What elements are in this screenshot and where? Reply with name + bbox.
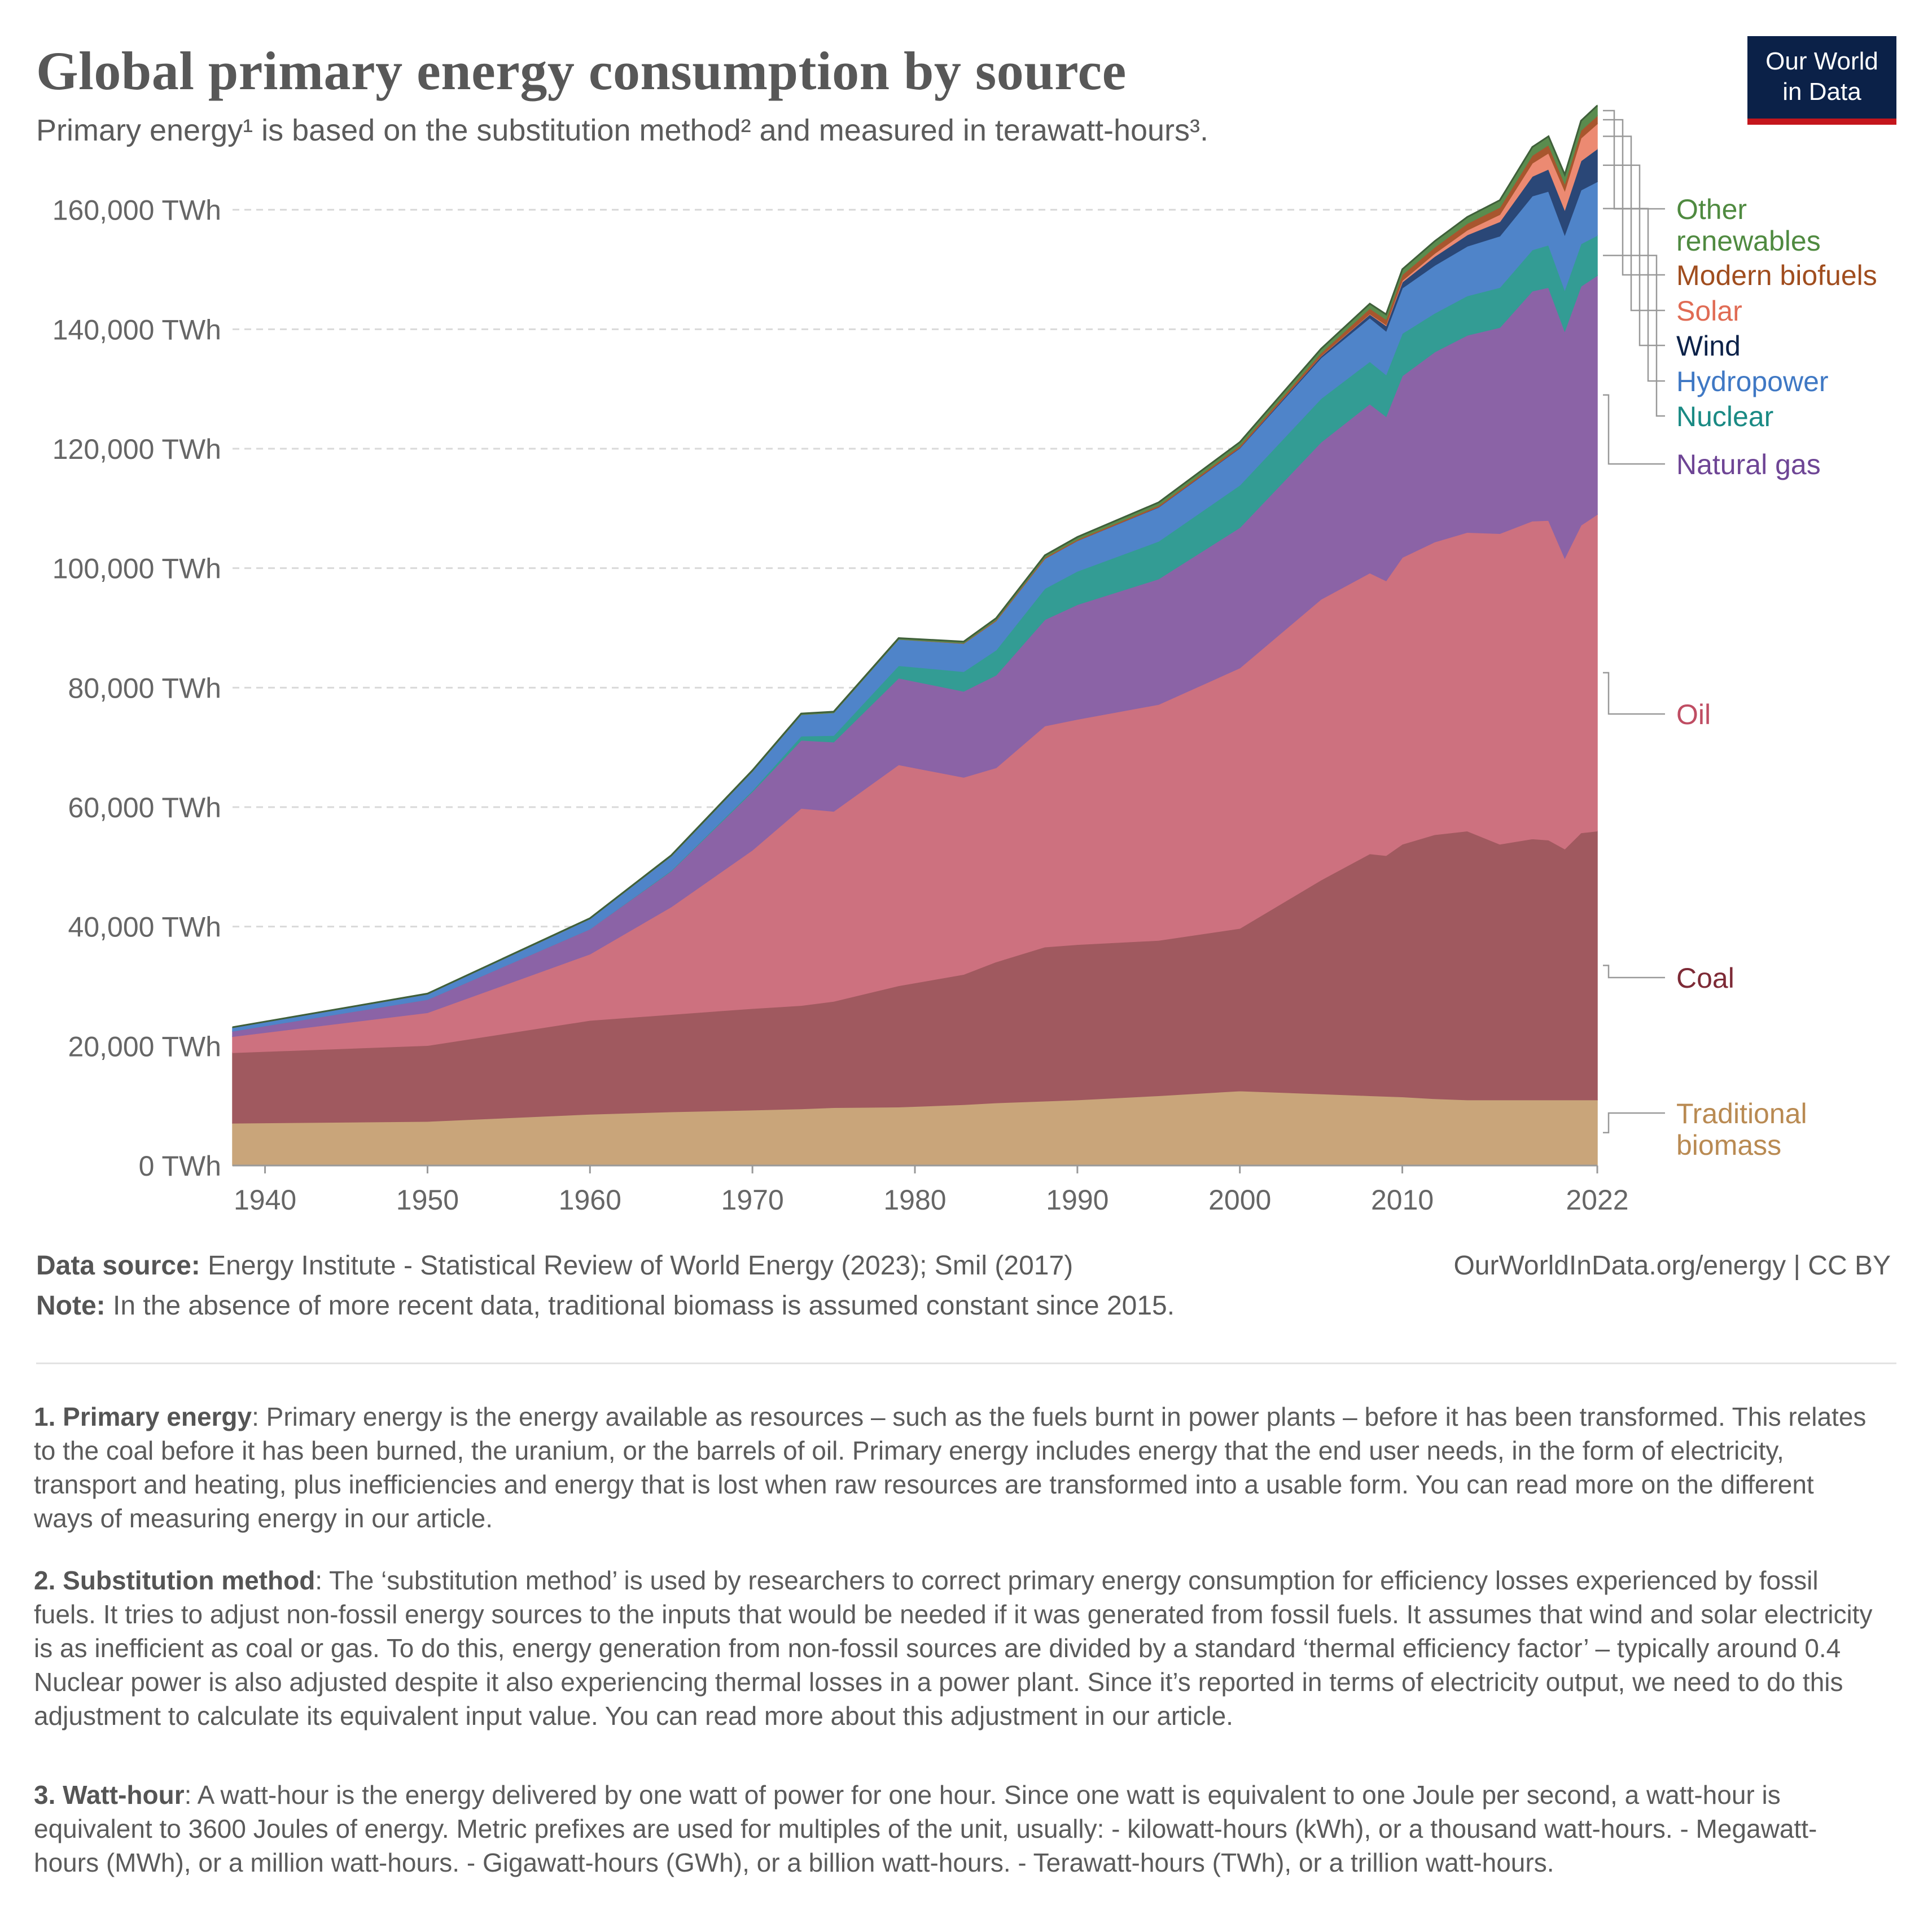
footnote-primary-energy: 1. Primary energy: Primary energy is the… [34,1400,1879,1535]
note-text: In the absence of more recent data, trad… [105,1291,1175,1321]
label-wind: Wind [1676,330,1741,362]
label-traditional-biomass: Traditional biomass [1676,1098,1807,1161]
x-tick-label: 1940 [234,1184,296,1213]
owid-logo[interactable]: Our World in Data [1747,36,1896,125]
label-nuclear: Nuclear [1676,401,1773,432]
label-line: Modern biofuels [1676,260,1877,291]
connector-solar [1603,135,1665,312]
y-tick-label: 20,000 TWh [68,1031,221,1062]
chart-subtitle: Primary energy¹ is based on the substitu… [36,113,1209,147]
data-source-label: Data source: [36,1251,200,1281]
label-line: Other [1676,194,1747,225]
note: Note: In the absence of more recent data… [36,1290,1175,1321]
connector-coal [1603,965,1665,979]
data-source: Data source: Energy Institute - Statisti… [36,1250,1073,1281]
logo-line-1: Our World [1765,47,1878,75]
x-tick-label: 2010 [1371,1184,1434,1213]
footnote-1-label: 1. Primary energy [34,1402,252,1431]
y-tick-label: 0 TWh [139,1150,221,1182]
footnote-1-text: : Primary energy is the energy available… [34,1402,1867,1533]
footnote-2-label: 2. Substitution method [34,1566,316,1595]
x-tick-label: 1960 [559,1184,621,1213]
label-solar: Solar [1676,295,1742,327]
label-modern-biofuels: Modern biofuels [1676,260,1877,291]
footnote-watt-hour: 3. Watt-hour: A watt-hour is the energy … [34,1778,1879,1880]
logo-line-2: in Data [1782,78,1861,106]
total-outline [232,104,1598,1028]
y-tick-label: 80,000 TWh [68,672,221,704]
data-source-text: Energy Institute - Statistical Review of… [200,1251,1074,1281]
label-line: renewables [1676,225,1821,257]
label-line: Natural gas [1676,449,1821,480]
y-tick-label: 120,000 TWh [52,433,221,465]
y-tick-label: 160,000 TWh [52,195,221,226]
x-tick-label: 2000 [1208,1184,1271,1213]
label-line: biomass [1676,1129,1781,1161]
y-tick-label: 60,000 TWh [68,792,221,823]
y-tick-label: 40,000 TWh [68,912,221,943]
connector-nuclear [1603,255,1665,417]
footnote-2-text: : The ‘substitution method’ is used by r… [34,1566,1873,1731]
x-tick-label: 1950 [396,1184,459,1213]
chart-title: Global primary energy consumption by sou… [36,41,1127,101]
connector-modern-biofuels [1603,119,1665,276]
connector-hydropower [1603,208,1665,382]
label-line: Solar [1676,295,1742,327]
label-line: Oil [1676,699,1711,730]
footnote-3-label: 3. Watt-hour [34,1780,185,1810]
x-tick-label: 2022 [1566,1184,1628,1213]
note-label: Note: [36,1291,106,1321]
footer-divider [36,1363,1896,1364]
connector-other-renewables [1603,109,1665,210]
x-tick-label: 1990 [1046,1184,1109,1213]
label-natural-gas: Natural gas [1676,449,1821,480]
axes: 0 TWh 20,000 TWh 40,000 TWh 60,000 TWh 80,00… [52,195,1629,1213]
label-hydropower: Hydropower [1676,366,1829,397]
y-tick-label: 140,000 TWh [52,314,221,345]
credit-link[interactable]: OurWorldInData.org/energy | CC BY [1453,1251,1891,1281]
connector-natural-gas [1603,394,1665,465]
x-tick-label: 1970 [721,1184,784,1213]
label-line: Nuclear [1676,401,1773,432]
stacked-area-chart[interactable]: 0 TWh 20,000 TWh 40,000 TWh 60,000 TWh 80,00… [0,0,1919,1213]
label-other-renewables: Other renewables [1676,194,1821,257]
label-line: Traditional [1676,1098,1807,1129]
y-tick-label: 100,000 TWh [52,553,221,585]
label-line: Coal [1676,962,1734,994]
x-tick-label: 1980 [883,1184,946,1213]
label-line: Wind [1676,330,1741,362]
label-line: Hydropower [1676,366,1829,397]
footnote-3-text: : A watt-hour is the energy delivered by… [34,1780,1817,1877]
area-series [232,104,1598,1166]
label-oil: Oil [1676,699,1711,730]
connector-oil [1603,672,1665,715]
footnote-substitution-method: 2. Substitution method: The ‘substitutio… [34,1563,1879,1733]
label-coal: Coal [1676,962,1734,994]
connector-traditional-biomass [1603,1112,1665,1134]
